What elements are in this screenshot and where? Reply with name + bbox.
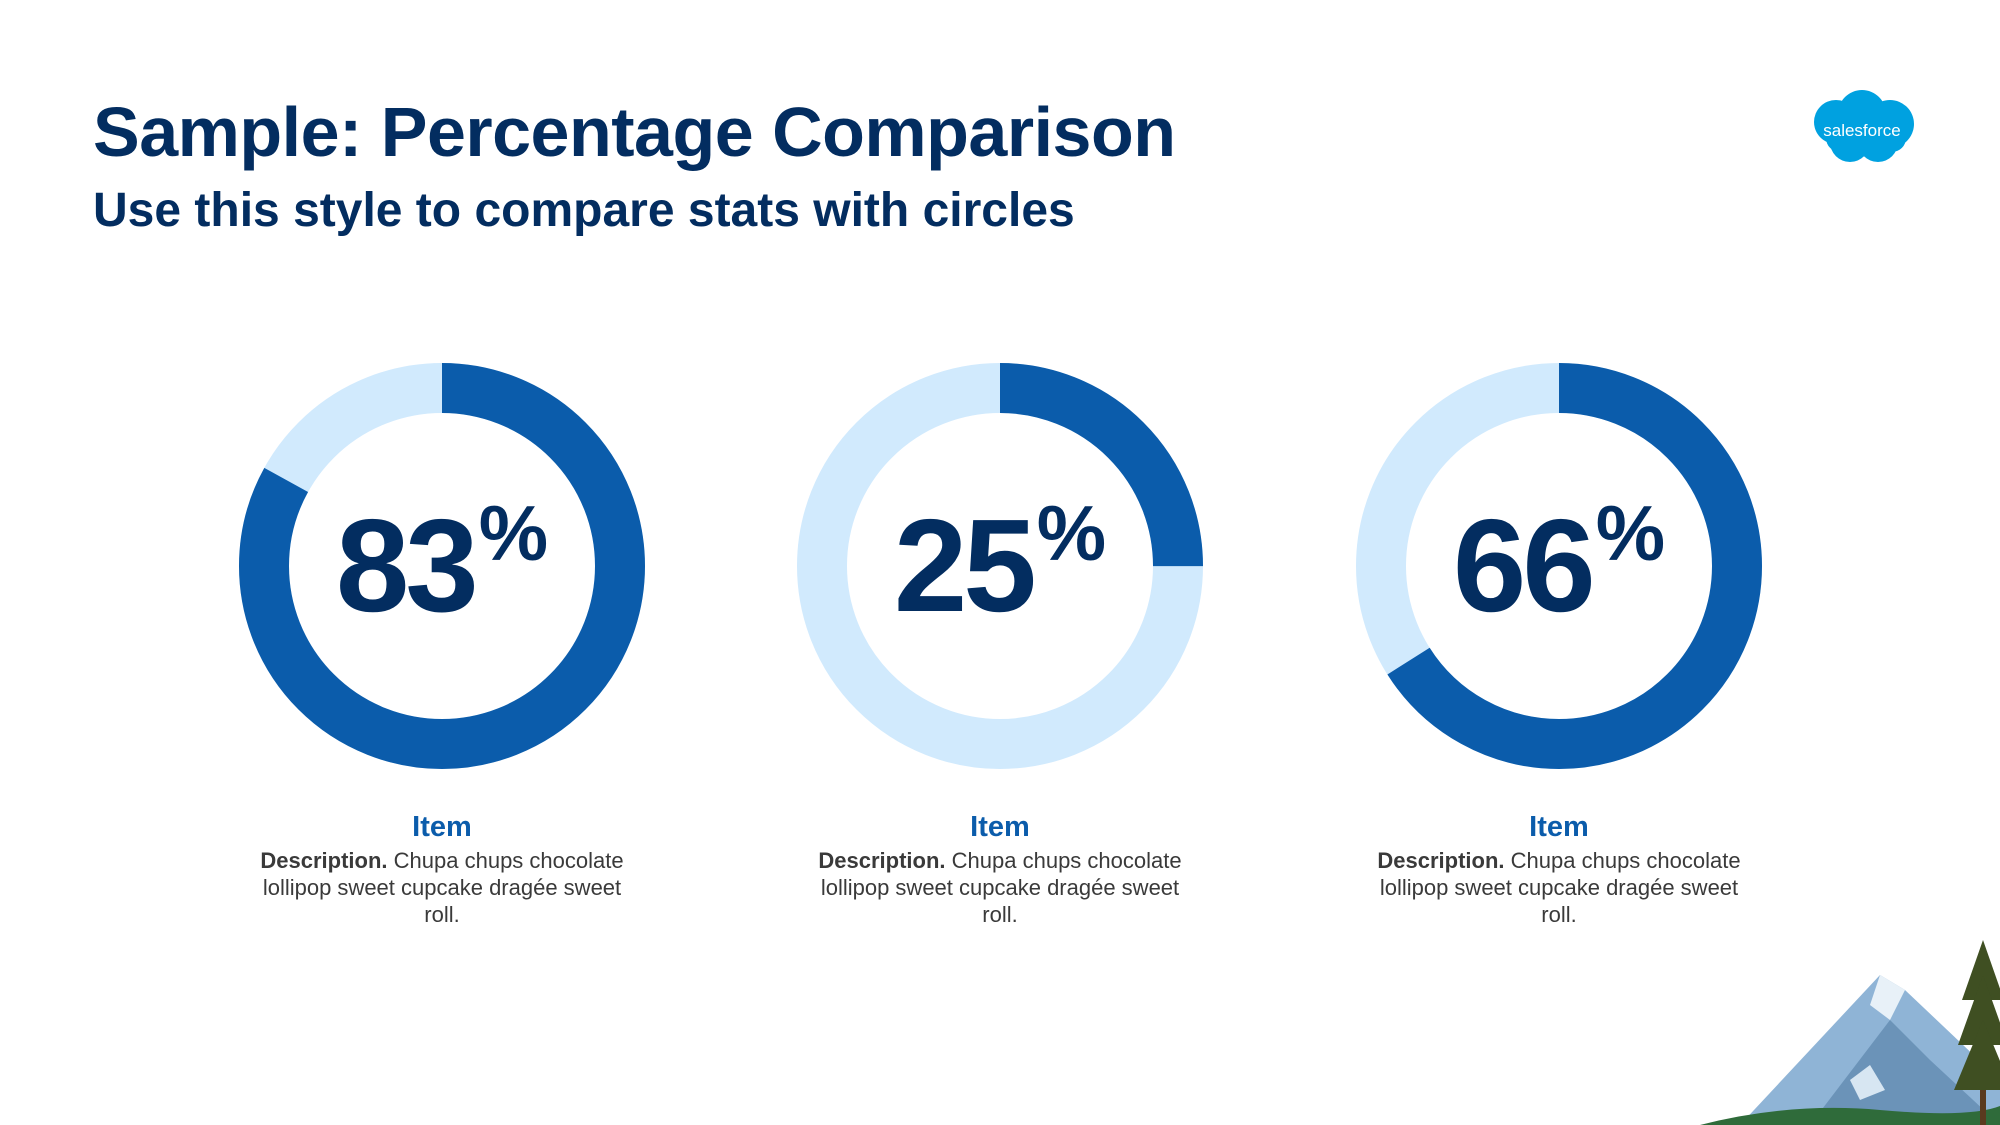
item-label-3: Item xyxy=(1529,811,1589,843)
percentage-3: 66% xyxy=(1349,356,1769,776)
donut-chart-1 xyxy=(239,363,645,769)
item-label-2: Item xyxy=(970,811,1030,843)
description-text-3: Chupa chups chocolate lollipop sweet cup… xyxy=(1379,848,1741,927)
mountain-pine-scenery-icon xyxy=(1700,940,2000,1125)
percentage-sign-1: % xyxy=(478,489,549,577)
description-bold-3: Description. xyxy=(1377,848,1505,873)
item-description-1: Description. Chupa chups chocolate lolli… xyxy=(257,847,627,928)
percentage-value-3: 66 xyxy=(1452,492,1596,639)
donut-chart-3 xyxy=(1356,363,1762,769)
item-description-3: Description. Chupa chups chocolate lolli… xyxy=(1374,847,1744,928)
donut-chart-2 xyxy=(797,363,1203,769)
page-title: Sample: Percentage Comparison xyxy=(93,93,1176,171)
description-bold-1: Description. xyxy=(260,848,388,873)
donut-fill-1 xyxy=(239,363,645,769)
description-bold-2: Description. xyxy=(818,848,946,873)
item-description-2: Description. Chupa chups chocolate lolli… xyxy=(815,847,1185,928)
description-text-1: Chupa chups chocolate lollipop sweet cup… xyxy=(262,848,624,927)
page-subtitle: Use this style to compare stats with cir… xyxy=(93,184,1075,237)
salesforce-logo: salesforce xyxy=(1806,88,1918,168)
stat-card-1: 83% Item Description. Chupa chups chocol… xyxy=(232,356,652,936)
stat-card-3: 66% Item Description. Chupa chups chocol… xyxy=(1349,356,1769,936)
item-label-1: Item xyxy=(412,811,472,843)
percentage-sign-2: % xyxy=(1036,489,1107,577)
percentage-1: 83% xyxy=(232,356,652,776)
percentage-value-2: 25 xyxy=(893,492,1037,639)
percentage-value-1: 83 xyxy=(335,492,479,639)
description-text-2: Chupa chups chocolate lollipop sweet cup… xyxy=(820,848,1182,927)
donut-fill-3 xyxy=(1356,363,1762,769)
stat-card-2: 25% Item Description. Chupa chups chocol… xyxy=(790,356,1210,936)
percentage-sign-3: % xyxy=(1595,489,1666,577)
donut-fill-2 xyxy=(797,363,1203,769)
pine-tree-icon xyxy=(1954,940,2000,1125)
percentage-2: 25% xyxy=(790,356,1210,776)
salesforce-cloud-icon: salesforce xyxy=(1814,90,1914,162)
logo-text: salesforce xyxy=(1823,121,1900,140)
